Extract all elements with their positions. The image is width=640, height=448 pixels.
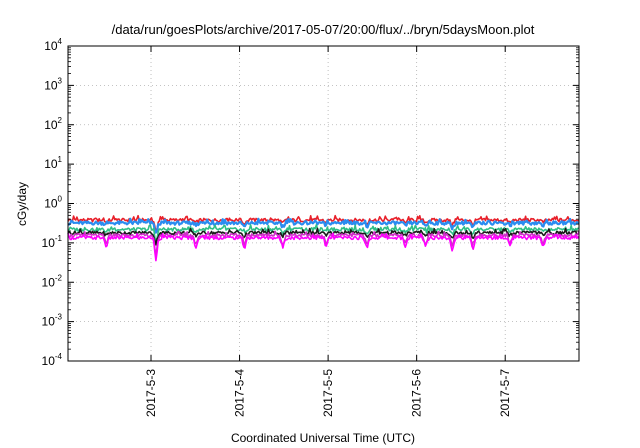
series-lines — [67, 214, 580, 262]
x-tick-label: 2017-5-4 — [233, 369, 247, 417]
y-tick-label: 103 — [44, 76, 62, 92]
x-tick-label: 2017-5-5 — [321, 369, 335, 417]
series-line-2 — [67, 217, 580, 234]
y-tick-label: 10-4 — [42, 352, 63, 368]
y-tick-label: 100 — [44, 195, 62, 211]
y-tick-label: 104 — [44, 37, 62, 53]
y-tick-label: 101 — [44, 155, 62, 171]
chart-title: /data/run/goesPlots/archive/2017-05-07/2… — [112, 22, 535, 37]
x-axis-label: Coordinated Universal Time (UTC) — [231, 431, 415, 445]
y-tick-label: 10-1 — [42, 234, 63, 250]
y-tick-label: 10-2 — [42, 273, 63, 289]
series-line-5 — [67, 230, 580, 257]
x-tick-label: 2017-5-7 — [498, 369, 512, 417]
y-tick-label: 102 — [44, 116, 62, 132]
series-line-1 — [67, 214, 580, 233]
x-tick-label: 2017-5-6 — [410, 369, 424, 417]
series-line-6 — [67, 232, 580, 262]
series-line-3 — [67, 224, 579, 242]
y-axis-label: cGy/day — [15, 182, 29, 226]
axis-ticks: 10-4 10-3 10-2 10-1 100 101 102 103 104 2017-5-3 2… — [42, 37, 579, 417]
grid — [68, 46, 579, 361]
y-tick-label: 10-3 — [42, 313, 63, 329]
x-tick-label: 2017-5-3 — [144, 369, 158, 417]
